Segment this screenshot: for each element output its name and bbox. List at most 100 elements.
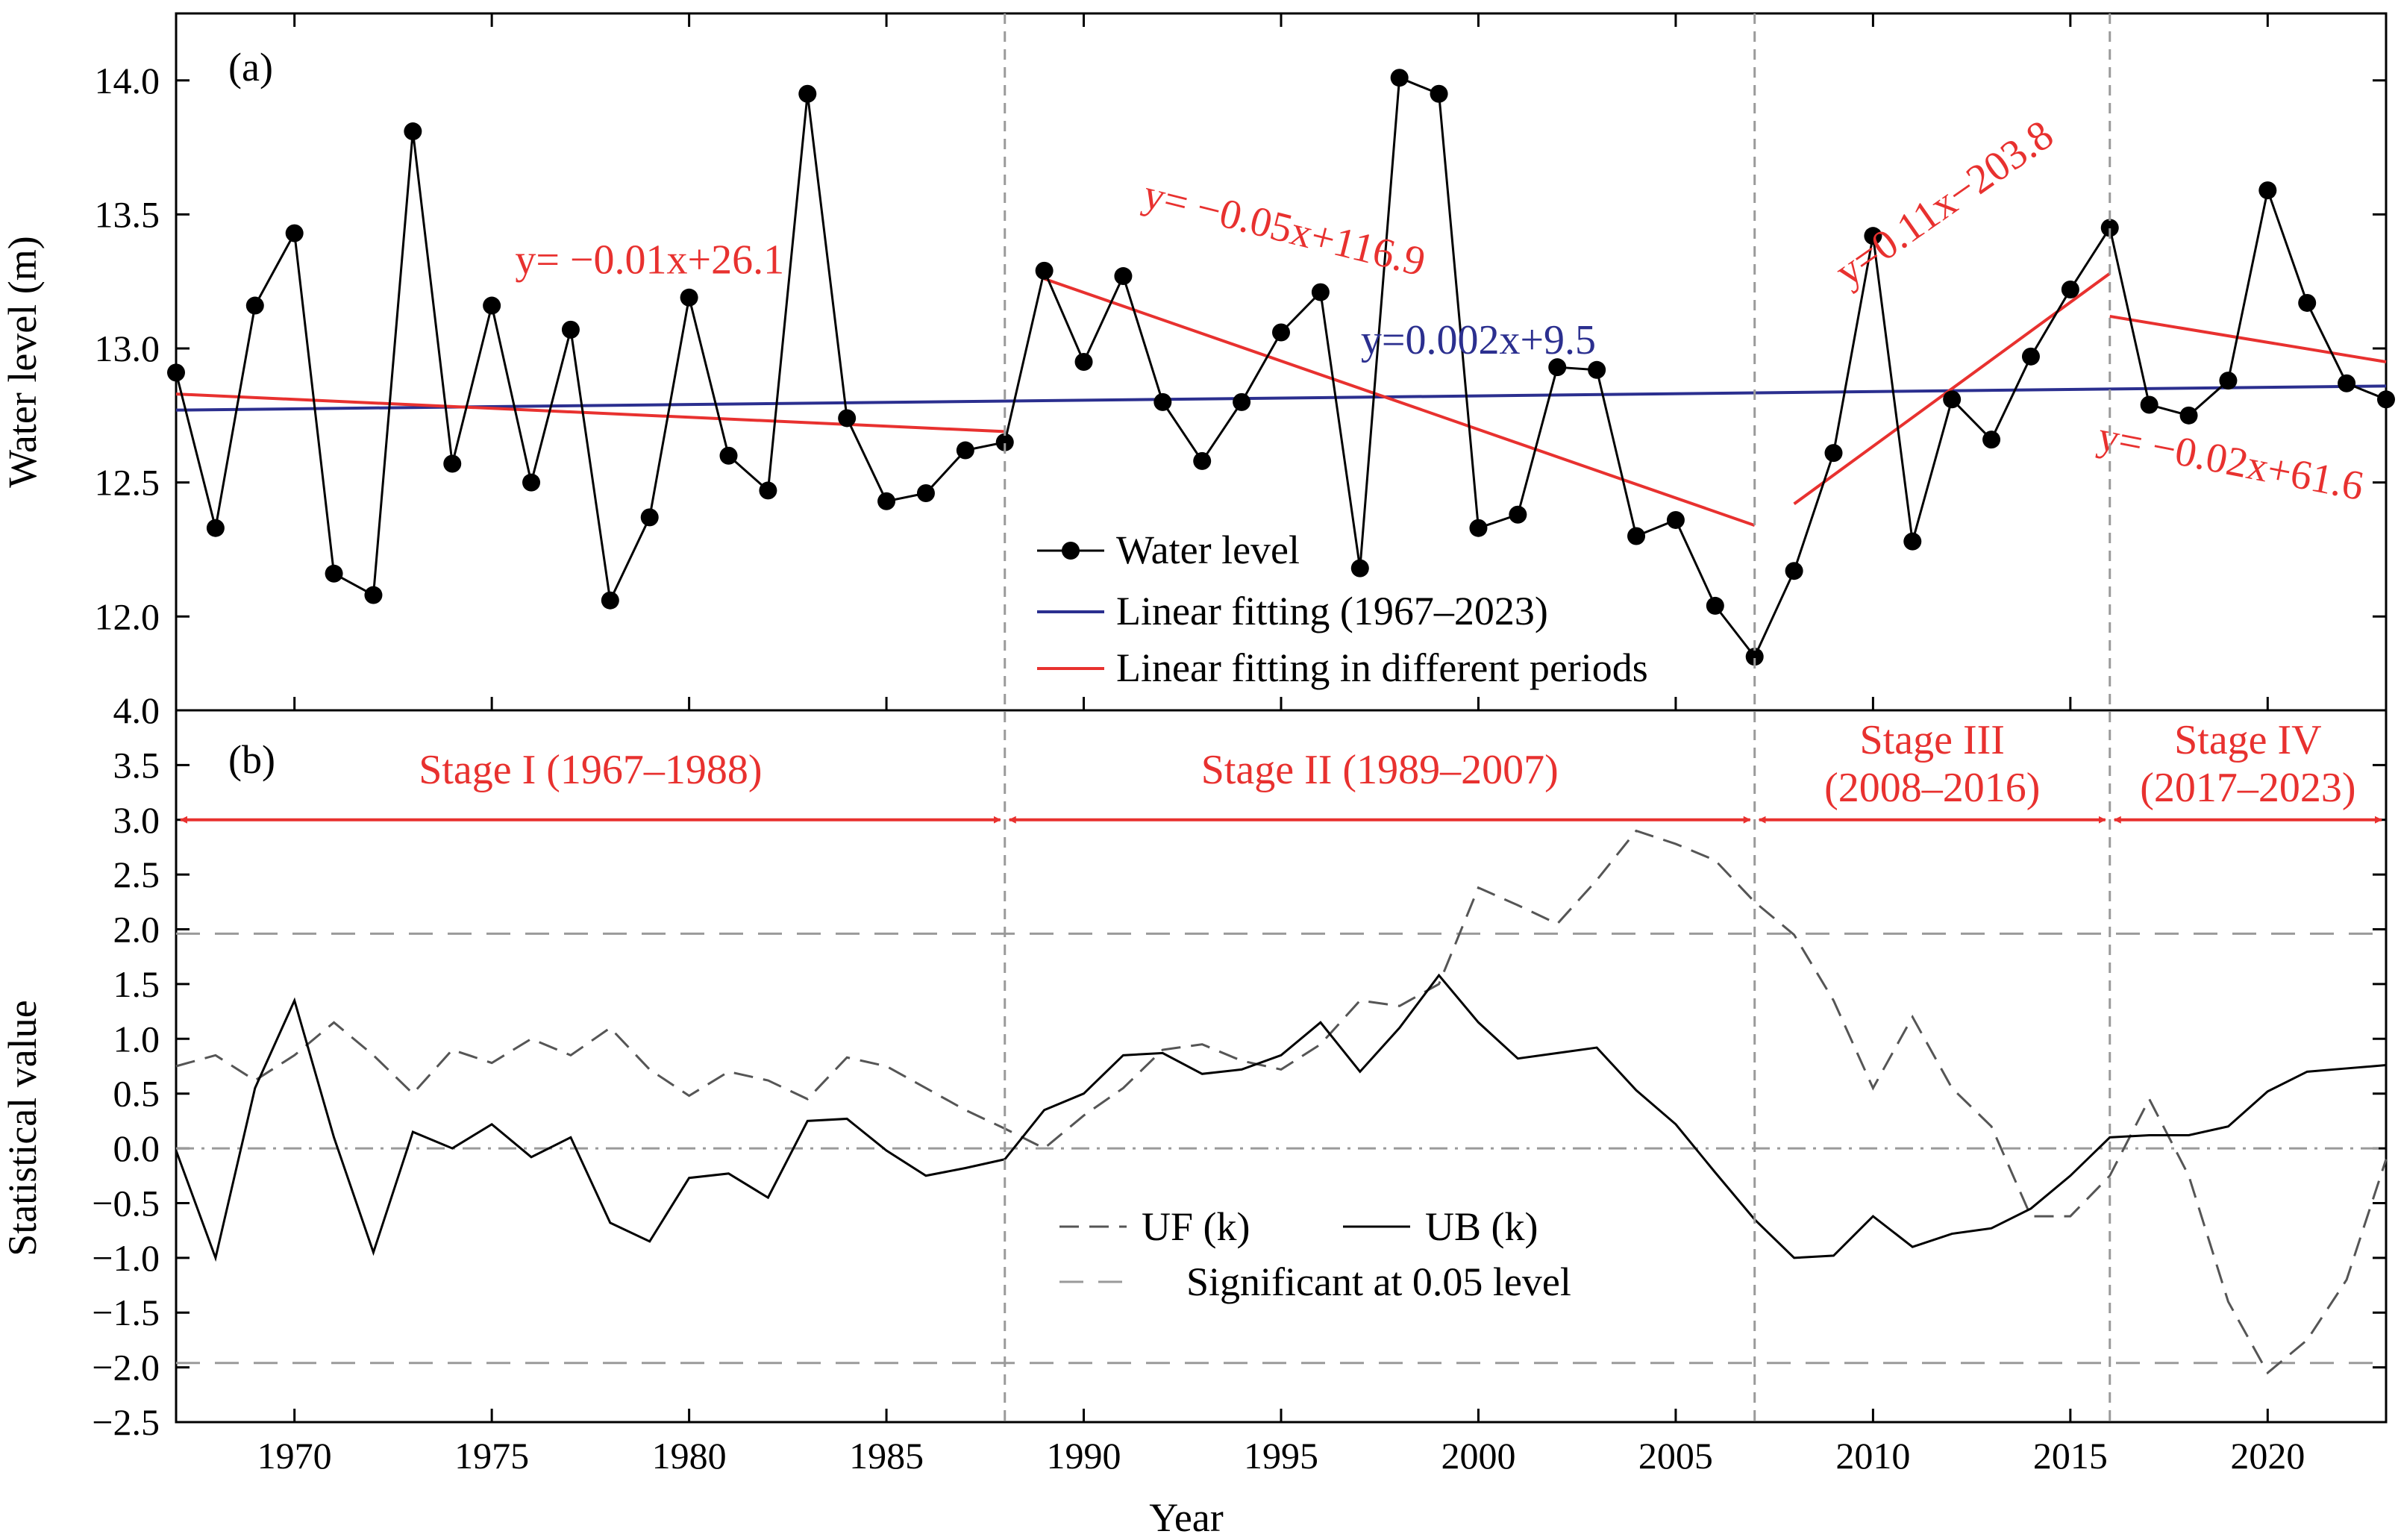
water-level-point [838,409,857,428]
y-tick-label-b: 0.0 [113,1127,160,1169]
y-tick-label-b: −0.5 [92,1182,160,1224]
water-level-point [1035,261,1054,280]
water-level-point [285,224,304,242]
water-level-point [1864,227,1882,245]
water-level-point [1982,431,2001,449]
y-tick-label-b: −1.0 [92,1237,160,1279]
water-level-point [1311,283,1330,301]
overall-fit-line [175,384,2387,412]
legend-a-label-3: Linear fitting in different periods [1116,645,1648,690]
water-level-point [2021,347,2040,366]
legend-a-label-1: Water level [1116,528,1300,572]
water-level-point [1074,353,1093,371]
legend-uf-label: UF (k) [1142,1204,1250,1249]
stage-boundaries [1004,13,2111,1422]
water-level-point [1706,596,1724,615]
water-level-point [404,122,422,141]
water-level-point [680,288,698,307]
water-level-point [1824,444,1843,463]
water-level-point [483,296,501,315]
water-level-point [2298,293,2317,312]
water-level-point [2100,219,2119,237]
water-level-point [443,454,462,473]
water-level-point [719,446,738,465]
x-tick-label: 2000 [1441,1435,1515,1477]
water-level-point [1114,267,1133,286]
y-tick-label-a: 14.0 [95,60,160,101]
x-tick-label: 1995 [1244,1435,1318,1477]
water-level-point [561,320,580,339]
y-tick-label-a: 13.0 [95,328,160,369]
x-tick-label: 1980 [652,1435,727,1477]
water-level-point [2061,281,2079,299]
water-level-point [364,586,383,604]
water-level-point [1785,562,1803,580]
y-tick-label-b: −2.5 [92,1401,160,1443]
x-tick-label: 1990 [1047,1435,1121,1477]
water-level-point [877,492,896,510]
stage-period-4: (2017–2023) [2140,765,2355,811]
panel-a: 12.0 12.5 13.0 13.5 14.0 Water level (m) (a) y=… [0,12,2395,712]
x-axis: 1970 1975 1980 1985 1990 1995 2000 2005 2010 2015… [257,13,2305,1540]
stage-label-1: Stage I (1967–1988) [419,747,762,793]
x-axis-label: Year [1149,1495,1224,1540]
water-level-point [759,481,777,500]
y-tick-label-b: 0.5 [113,1073,160,1115]
x-tick-label: 2020 [2230,1435,2305,1477]
water-level-point [2338,374,2356,392]
y-tick-label-a: 12.0 [95,595,160,637]
equation-5: y= −0.02x+61.6 [2094,413,2367,510]
y-tick-label-b: 2.5 [113,854,160,895]
water-level-point [2258,181,2277,200]
water-level-point [522,473,541,492]
legend-a-label-2: Linear fitting (1967–2023) [1116,589,1548,633]
y-tick-label-a: 12.5 [95,462,160,504]
water-level-point [2377,390,2395,409]
water-level-point [601,591,619,610]
equation-2: y= −0.05x+116.9 [1139,171,1430,286]
water-level-point [1233,392,1251,411]
water-level-point [1390,69,1409,87]
uf-line [175,829,2388,1375]
panel-b: −2.5 −2.0 −1.5 −1.0 −0.5 0.0 0.5 1.0 1.5 2.0 2.5 3.… [0,689,2388,1443]
period-fit-line-4 [2109,314,2387,363]
water-level-point [206,519,225,537]
stage-label-3: Stage III [1860,717,2005,763]
period-fit-line-2 [1043,277,1756,528]
y-axis-label-a: Water level (m) [0,236,45,487]
legend-ub-label: UB (k) [1425,1204,1538,1249]
water-level-point [640,508,659,527]
legend-significance-label: Significant at 0.05 level [1186,1259,1571,1304]
x-tick-label: 2010 [1835,1435,1910,1477]
water-level-point [916,484,935,503]
water-level-point [2179,406,2198,425]
y-tick-label-b: −2.0 [92,1347,160,1389]
y-tick-label-b: −1.5 [92,1292,160,1333]
period-fit-line-1 [175,392,1005,433]
water-level-point [1548,358,1567,377]
legend-a: Water level Linear fitting (1967–2023) Lin… [1037,528,1648,690]
water-level-point [1745,648,1764,666]
y-tick-label-b: 1.5 [113,963,160,1005]
x-tick-label: 1985 [849,1435,924,1477]
ub-line [175,973,2387,1262]
y-axis-label-b: Statistical value [0,1000,45,1256]
water-level-point [1272,323,1290,342]
y-tick-label-b: 3.5 [113,744,160,786]
y-tick-label-b: 4.0 [113,689,160,731]
y-tick-label-b: 1.0 [113,1018,160,1059]
water-level-point [245,296,264,315]
y-tick-label-a: 13.5 [95,193,160,235]
water-level-point [1943,390,1962,409]
legend-water-level-marker [1062,542,1080,560]
legend-b: UF (k) UB (k) Significant at 0.05 level [1059,1204,1571,1304]
water-level-point [1193,451,1212,470]
panel-label-a: (a) [228,45,273,90]
water-level-point [325,564,343,583]
equation-3: y=0.002x+9.5 [1361,317,1596,363]
water-level-point [1153,392,1172,411]
x-tick-label: 1970 [257,1435,332,1477]
y-tick-label-b: 2.0 [113,909,160,951]
panel-label-b: (b) [228,737,275,782]
